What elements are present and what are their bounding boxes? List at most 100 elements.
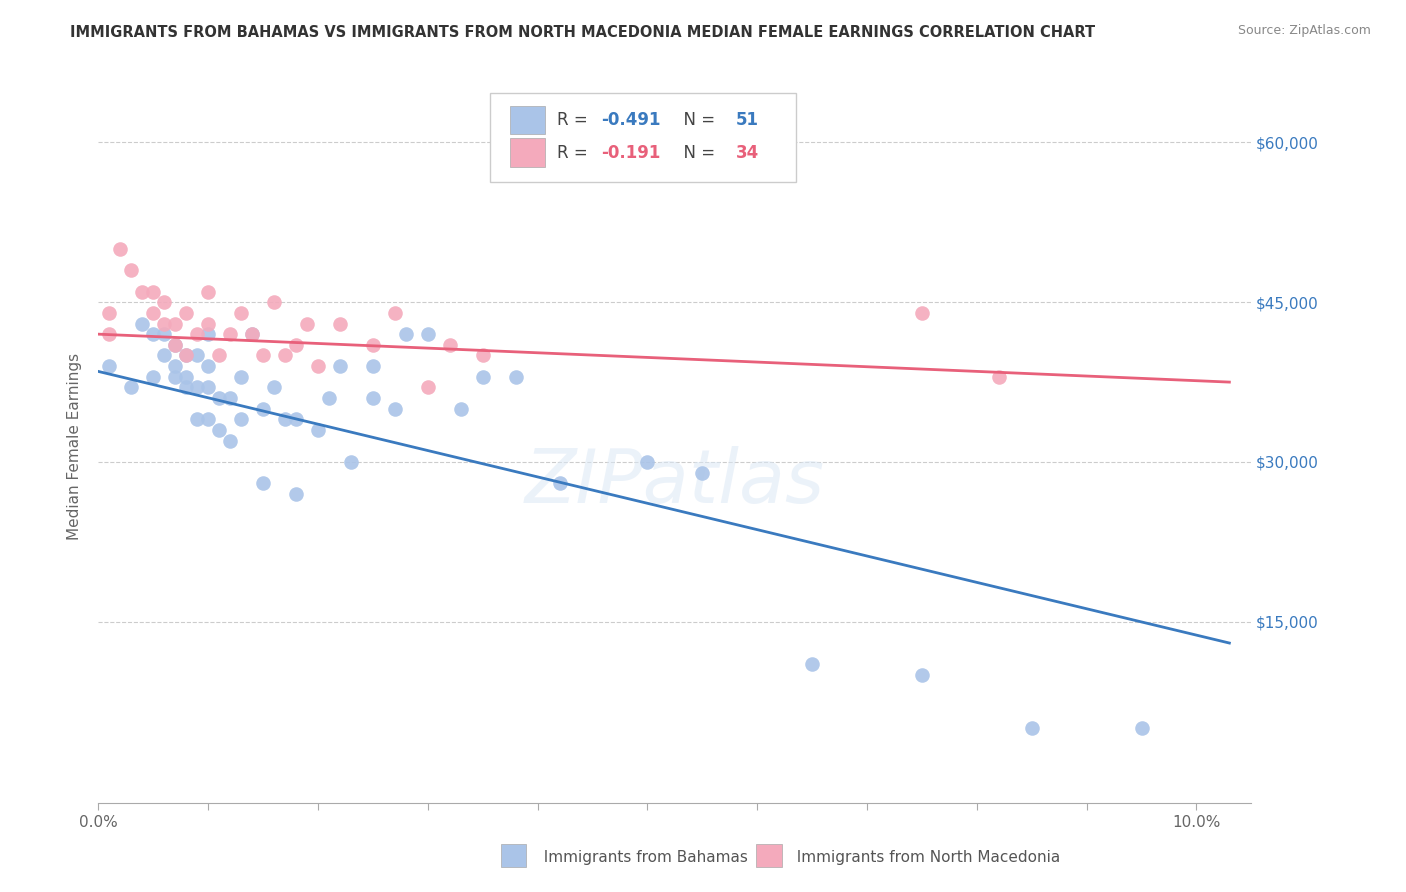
Bar [501, 844, 526, 867]
Point [208, 349, 231, 363]
Text: N =: N = [672, 111, 720, 128]
Text: Immigrants from Bahamas: Immigrants from Bahamas [534, 850, 748, 865]
Point [416, 327, 439, 342]
Point [911, 306, 934, 320]
Point [285, 487, 308, 501]
Point [197, 380, 219, 394]
Text: -0.491: -0.491 [602, 111, 661, 128]
Point [252, 476, 274, 491]
Point [295, 317, 318, 331]
Point [174, 349, 197, 363]
Point [174, 306, 197, 320]
Point [197, 317, 219, 331]
Point [186, 412, 208, 426]
Point [142, 285, 165, 299]
Point [219, 327, 242, 342]
Point [692, 466, 714, 480]
Point [274, 412, 297, 426]
Point [219, 391, 242, 405]
Point [174, 349, 197, 363]
Point [120, 380, 142, 394]
Point [153, 327, 176, 342]
Point [395, 327, 418, 342]
Point [186, 349, 208, 363]
Point [911, 668, 934, 682]
Y-axis label: Median Female Earnings: Median Female Earnings [67, 352, 83, 540]
Text: ZIPatlas: ZIPatlas [524, 446, 825, 517]
Point [131, 285, 153, 299]
Text: N =: N = [672, 144, 720, 161]
Point [98, 359, 121, 373]
Point [361, 338, 384, 352]
Point [208, 391, 231, 405]
Point [329, 359, 352, 373]
Point [505, 369, 527, 384]
Point [165, 317, 187, 331]
Point [361, 391, 384, 405]
Point [801, 657, 824, 672]
Bar [510, 105, 544, 134]
Point [450, 401, 472, 416]
Point [329, 317, 352, 331]
Text: -0.191: -0.191 [602, 144, 661, 161]
Point [439, 338, 461, 352]
Point [153, 317, 176, 331]
Text: Immigrants from North Macedonia: Immigrants from North Macedonia [787, 850, 1060, 865]
Bar [510, 138, 544, 167]
Point [186, 380, 208, 394]
Point [208, 423, 231, 437]
Point [142, 327, 165, 342]
Point [361, 359, 384, 373]
Point [231, 412, 253, 426]
Point [240, 327, 263, 342]
Point [340, 455, 363, 469]
FancyBboxPatch shape [491, 93, 796, 182]
Point [165, 338, 187, 352]
Point [307, 359, 329, 373]
Point [285, 412, 308, 426]
Point [384, 401, 406, 416]
Point [274, 349, 297, 363]
Point [548, 476, 571, 491]
Point [318, 391, 340, 405]
Point [252, 349, 274, 363]
Point [186, 327, 208, 342]
Point [1021, 721, 1043, 735]
Text: 34: 34 [735, 144, 759, 161]
Point [153, 295, 176, 310]
Point [416, 380, 439, 394]
Point [197, 327, 219, 342]
Text: IMMIGRANTS FROM BAHAMAS VS IMMIGRANTS FROM NORTH MACEDONIA MEDIAN FEMALE EARNING: IMMIGRANTS FROM BAHAMAS VS IMMIGRANTS FR… [70, 25, 1095, 40]
Text: R =: R = [557, 144, 593, 161]
Text: 51: 51 [735, 111, 759, 128]
Point [263, 295, 285, 310]
Point [285, 338, 308, 352]
Point [165, 369, 187, 384]
Point [1130, 721, 1153, 735]
Point [142, 306, 165, 320]
Point [252, 401, 274, 416]
Point [197, 285, 219, 299]
Point [307, 423, 329, 437]
Point [174, 380, 197, 394]
Point [142, 369, 165, 384]
Point [165, 359, 187, 373]
Text: R =: R = [557, 111, 593, 128]
Point [987, 369, 1010, 384]
Text: Source: ZipAtlas.com: Source: ZipAtlas.com [1237, 24, 1371, 37]
Point [384, 306, 406, 320]
Point [98, 306, 121, 320]
Point [120, 263, 142, 277]
Point [240, 327, 263, 342]
Point [636, 455, 658, 469]
Bar [756, 844, 782, 867]
Point [471, 369, 494, 384]
Point [197, 359, 219, 373]
Point [131, 317, 153, 331]
Point [231, 306, 253, 320]
Point [747, 157, 769, 171]
Point [174, 369, 197, 384]
Point [197, 412, 219, 426]
Point [110, 242, 132, 256]
Point [165, 338, 187, 352]
